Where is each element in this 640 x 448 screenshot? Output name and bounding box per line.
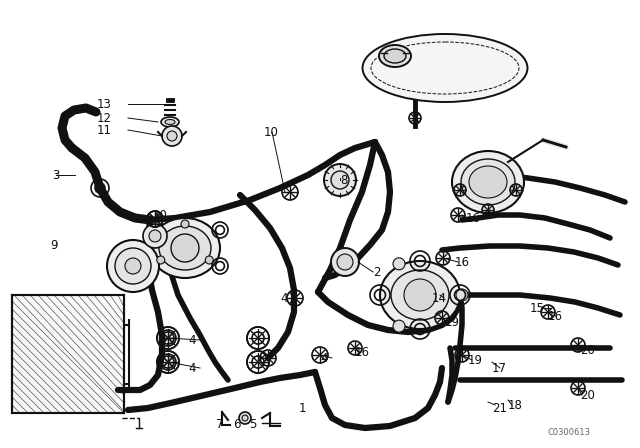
Circle shape bbox=[337, 254, 353, 270]
Text: 12: 12 bbox=[97, 112, 112, 125]
Ellipse shape bbox=[461, 159, 515, 205]
Circle shape bbox=[162, 126, 182, 146]
Circle shape bbox=[239, 412, 251, 424]
Text: 18: 18 bbox=[508, 399, 523, 412]
Circle shape bbox=[149, 230, 161, 242]
Text: 2: 2 bbox=[373, 266, 381, 279]
Circle shape bbox=[331, 171, 349, 189]
Ellipse shape bbox=[165, 120, 175, 125]
Text: 4: 4 bbox=[188, 333, 195, 346]
Text: 6: 6 bbox=[233, 418, 241, 431]
Ellipse shape bbox=[379, 45, 411, 67]
Text: 16: 16 bbox=[548, 310, 563, 323]
Circle shape bbox=[393, 320, 405, 332]
Text: 3: 3 bbox=[52, 168, 60, 181]
Text: C0300613: C0300613 bbox=[548, 427, 591, 436]
Text: 4: 4 bbox=[320, 352, 328, 365]
Text: 7: 7 bbox=[216, 418, 224, 431]
Ellipse shape bbox=[159, 226, 211, 270]
Circle shape bbox=[242, 415, 248, 421]
Circle shape bbox=[205, 256, 213, 264]
Text: 1: 1 bbox=[298, 401, 306, 414]
Bar bbox=[12, 295, 124, 413]
Text: 13: 13 bbox=[97, 98, 112, 111]
Text: 16: 16 bbox=[355, 345, 370, 358]
Text: 19: 19 bbox=[445, 315, 460, 328]
Circle shape bbox=[125, 258, 141, 274]
Circle shape bbox=[107, 240, 159, 292]
Circle shape bbox=[456, 289, 468, 301]
Text: 8: 8 bbox=[340, 173, 348, 186]
Text: 4: 4 bbox=[152, 211, 160, 224]
Circle shape bbox=[404, 279, 436, 311]
Ellipse shape bbox=[362, 34, 527, 102]
Text: 21: 21 bbox=[492, 401, 507, 414]
Text: 4: 4 bbox=[188, 362, 195, 375]
Ellipse shape bbox=[161, 117, 179, 127]
Text: 10: 10 bbox=[264, 125, 279, 138]
Text: 20: 20 bbox=[580, 388, 595, 401]
Circle shape bbox=[143, 224, 167, 248]
Circle shape bbox=[171, 234, 199, 262]
Ellipse shape bbox=[150, 218, 220, 278]
Circle shape bbox=[324, 164, 356, 196]
Ellipse shape bbox=[384, 49, 406, 63]
Circle shape bbox=[157, 256, 164, 264]
Text: 17: 17 bbox=[492, 362, 507, 375]
Circle shape bbox=[331, 248, 359, 276]
Circle shape bbox=[115, 248, 151, 284]
Text: 11: 11 bbox=[97, 124, 112, 137]
Circle shape bbox=[393, 258, 405, 270]
Ellipse shape bbox=[469, 166, 507, 198]
Circle shape bbox=[167, 131, 177, 141]
Text: 5: 5 bbox=[250, 418, 257, 431]
Text: 20: 20 bbox=[580, 344, 595, 357]
Text: 10: 10 bbox=[153, 208, 168, 221]
Text: 4: 4 bbox=[280, 292, 288, 305]
Text: 19: 19 bbox=[468, 353, 483, 366]
Text: 16: 16 bbox=[455, 255, 470, 268]
Text: 15: 15 bbox=[530, 302, 545, 314]
Ellipse shape bbox=[452, 151, 524, 213]
Ellipse shape bbox=[391, 270, 449, 320]
Text: 9: 9 bbox=[50, 238, 58, 251]
Circle shape bbox=[181, 220, 189, 228]
Text: 16: 16 bbox=[466, 211, 481, 224]
Text: 14: 14 bbox=[432, 292, 447, 305]
Ellipse shape bbox=[380, 261, 460, 329]
